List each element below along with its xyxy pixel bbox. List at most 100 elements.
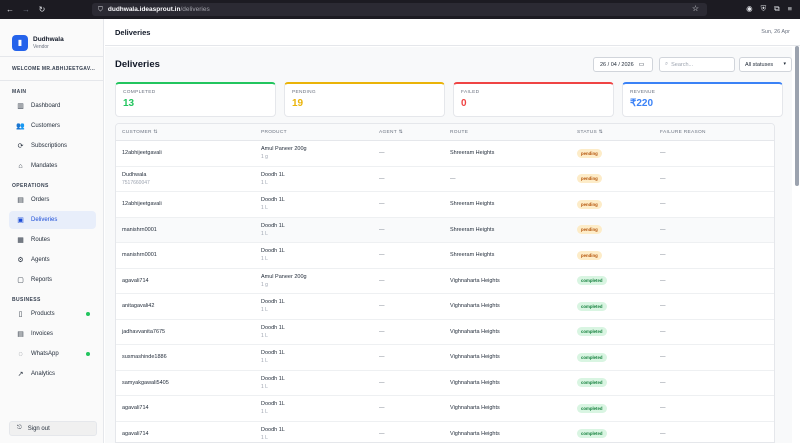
product-qty: 1 g <box>261 154 268 161</box>
page-scrollbar[interactable] <box>795 46 799 186</box>
failure-reason-cell: — <box>660 226 666 233</box>
site-info-icon[interactable]: ⛉ <box>98 5 103 13</box>
account-icon[interactable]: ◉ <box>746 4 753 13</box>
failure-reason-cell: — <box>660 405 666 412</box>
address-bar[interactable]: ⛉ dudhwala.ideasprout.in/deliveries ☆ <box>92 3 707 16</box>
sidebar-item-label: Invoices <box>31 331 54 337</box>
customer-name: manishrn0001 <box>122 226 157 233</box>
sign-out-button[interactable]: ⎋ Sign out <box>9 421 97 436</box>
table-row[interactable]: Dudhwala 7517660047 Doodh 1L 1 L — — pending — <box>116 167 774 192</box>
table-row[interactable]: 12abhijeetgavali Doodh 1L 1 L — Shreeram Hei… <box>116 192 774 218</box>
milk-logo-icon: ▮ <box>12 34 28 51</box>
customer-cell: manishrn0001 <box>116 252 255 258</box>
status-badge: completed <box>577 301 607 311</box>
status-cell: completed <box>571 327 654 337</box>
sidebar-item-whatsapp[interactable]: ◌ WhatsApp <box>9 345 96 363</box>
table-row[interactable]: agavali714 Amul Paneer 200g 1 g — Vighnahart… <box>116 269 774 294</box>
search-input[interactable]: ⌕ Search... <box>659 57 735 72</box>
sidebar-item-label: Orders <box>31 197 50 203</box>
table-row[interactable]: agavali714 Doodh 1L 1 L — Vighnaharta Height… <box>116 422 774 443</box>
status-badge: pending <box>577 148 602 158</box>
shield-icon[interactable]: ⛨ <box>760 4 767 13</box>
customer-name: 12abhijeetgavali <box>122 150 162 157</box>
reload-icon[interactable]: ↻ <box>38 5 46 14</box>
customer-name: agavali714 <box>122 405 149 412</box>
status-badge: completed <box>577 403 607 413</box>
customer-cell: agavali714 <box>116 278 255 284</box>
table-row[interactable]: 12abhijeetgavali Amul Paneer 200g 1 g — Shre… <box>116 141 774 167</box>
page-title: Deliveries <box>115 59 160 70</box>
product-cell: Doodh 1L 1 L <box>255 350 373 364</box>
sidebar-item-subscriptions[interactable]: ⟳ Subscriptions <box>9 137 96 155</box>
cup-icon: ▯ <box>18 311 23 318</box>
sidebar-item-analytics[interactable]: ↗ Analytics <box>9 365 96 383</box>
product-cell: Amul Paneer 200g 1 g <box>255 274 373 288</box>
back-icon[interactable]: ← <box>6 5 14 14</box>
status-badge: pending <box>577 250 602 260</box>
table-row[interactable]: samyakgawali5405 Doodh 1L 1 L — Vighnaharta … <box>116 371 774 396</box>
product-name: Amul Paneer 200g <box>261 146 307 153</box>
table-row[interactable]: manishrn0001 Doodh 1L 1 L — Shreeram Heights… <box>116 217 774 243</box>
status-cell: completed <box>571 276 654 286</box>
sidebar-item-dashboard[interactable]: ▥ Dashboard <box>9 97 96 115</box>
column-header-agent[interactable]: AGENT ⇅ <box>379 129 403 135</box>
sidebar-item-invoices[interactable]: ▤ Invoices <box>9 325 96 343</box>
calendar-icon[interactable]: ▭ <box>638 62 645 68</box>
product-name: Amul Paneer 200g <box>261 273 307 280</box>
sidebar-item-mandates[interactable]: ⌂ Mandates <box>9 157 96 175</box>
table-header: CUSTOMER ⇅ PRODUCT AGENT ⇅ ROUTE STATUS ⇅ FAI… <box>116 124 774 141</box>
sidebar-item-label: Agents <box>31 257 50 263</box>
menu-icon[interactable]: ≡ <box>787 4 792 13</box>
customer-name: susmashinde1886 <box>122 354 167 361</box>
failure-reason-cell: — <box>660 379 666 386</box>
product-cell: Doodh 1L 1 L <box>255 427 373 441</box>
table-row[interactable]: susmashinde1886 Doodh 1L 1 L — Vighnaharta H… <box>116 345 774 371</box>
sidebar-item-label: Analytics <box>31 371 56 377</box>
column-header-status[interactable]: STATUS ⇅ <box>577 129 603 135</box>
column-header-customer[interactable]: CUSTOMER ⇅ <box>122 129 158 135</box>
sidebar-item-routes[interactable]: ▦ Routes <box>9 231 96 249</box>
status-cell: completed <box>571 403 654 413</box>
receipt-icon: ▤ <box>17 331 24 338</box>
date-value: 26 / 04 / 2026 <box>600 61 634 68</box>
sidebar-item-orders[interactable]: ▤ Orders <box>9 191 96 209</box>
sidebar-item-customers[interactable]: 👥 Customers <box>9 117 96 135</box>
status-dot <box>86 352 90 356</box>
table-row[interactable]: jadhavvanita7675 Doodh 1L 1 L — Vighnaharta … <box>116 320 774 345</box>
sidebar-item-reports[interactable]: ▢ Reports <box>9 271 96 289</box>
sidebar-item-agents[interactable]: ⚙ Agents <box>9 251 96 269</box>
chat-icon: ◌ <box>18 350 23 358</box>
agent-cell: — <box>379 150 385 157</box>
sidebar-item-deliveries[interactable]: ▣ Deliveries <box>9 211 96 229</box>
table-row[interactable]: anitagavali42 Doodh 1L 1 L — Vighnaharta Hei… <box>116 294 774 320</box>
topbar: Deliveries Sun, 26 Apr <box>105 19 800 46</box>
stat-value: ₹220 <box>630 98 654 109</box>
page-header: Deliveries 26 / 04 / 2026 ▭ ⌕ Search... … <box>115 57 792 75</box>
sidebar-item-label: Routes <box>31 237 51 243</box>
product-qty: 1 L <box>261 358 268 365</box>
table-row[interactable]: agavali714 Doodh 1L 1 L — Vighnaharta Height… <box>116 396 774 422</box>
bookmark-star-icon[interactable]: ☆ <box>691 4 699 13</box>
agent-cell: — <box>379 303 385 310</box>
failure-reason-cell: — <box>660 150 666 157</box>
extensions-icon[interactable]: ⧉ <box>774 4 780 13</box>
sidebar-item-products[interactable]: ▯ Products <box>9 305 96 323</box>
sidebar-item-label: Reports <box>31 277 53 283</box>
date-picker[interactable]: 26 / 04 / 2026 ▭ <box>593 57 653 72</box>
status-filter-select[interactable]: All statuses ▾ <box>739 57 792 72</box>
route-cell: Vighnaharta Heights <box>450 379 500 386</box>
search-icon: ⌕ <box>665 61 669 67</box>
bike-icon: ⚙ <box>17 257 24 264</box>
column-header-product: PRODUCT <box>261 129 287 135</box>
logout-icon: ⎋ <box>17 425 22 431</box>
product-cell: Doodh 1L 1 L <box>255 197 373 211</box>
package-icon: ▣ <box>17 217 24 224</box>
route-cell: Vighnaharta Heights <box>450 354 500 361</box>
table-body: 12abhijeetgavali Amul Paneer 200g 1 g — Shre… <box>116 141 774 443</box>
route-cell: Vighnaharta Heights <box>450 303 500 310</box>
stat-value: 13 <box>123 98 135 109</box>
column-header-route: ROUTE <box>450 129 469 135</box>
forward-icon[interactable]: → <box>22 5 30 14</box>
table-row[interactable]: manishrn0001 Doodh 1L 1 L — Shreeram Heights… <box>116 243 774 269</box>
agent-cell: — <box>379 201 385 208</box>
